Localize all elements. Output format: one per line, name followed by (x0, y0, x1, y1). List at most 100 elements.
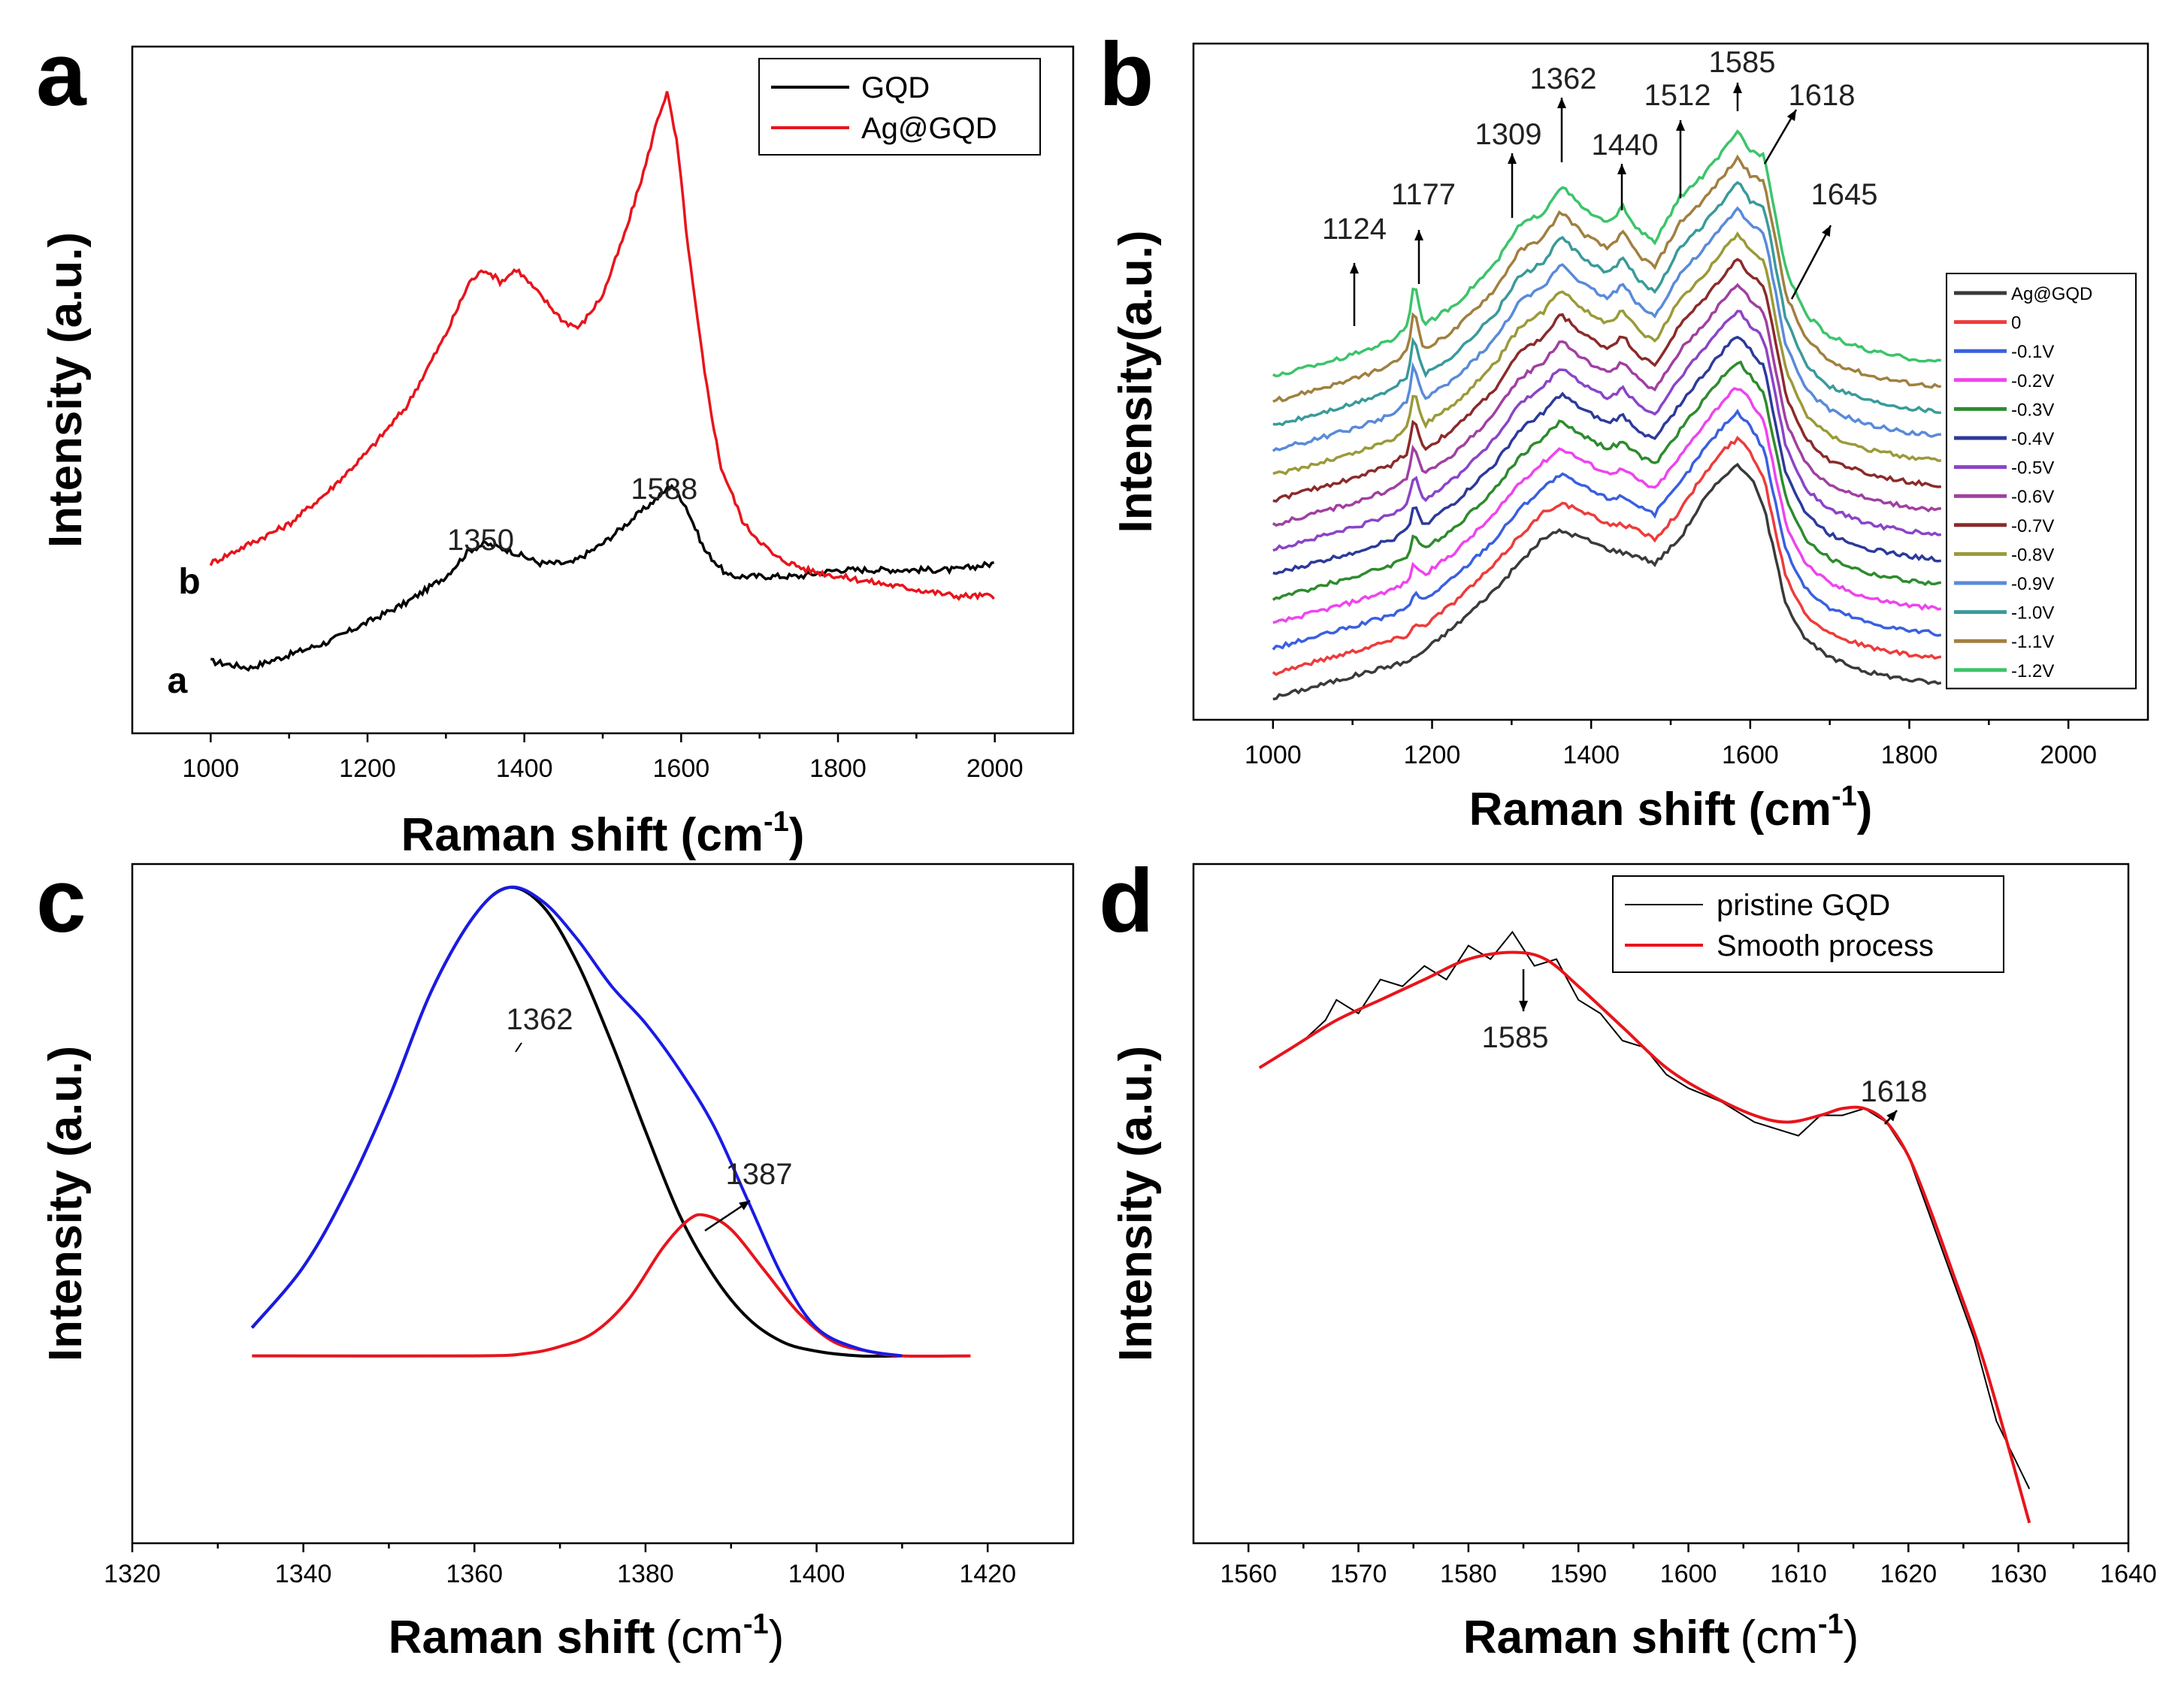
x-tick-label: 1400 (1562, 741, 1620, 769)
series-line-10 (1272, 206, 1941, 452)
peak-arrow-1512-head (1676, 120, 1685, 131)
x-tick-label: 1400 (788, 1560, 845, 1588)
legend-label: -0.9V (2011, 574, 2054, 594)
y-axis-title: Intensity (a.u.) (40, 232, 92, 548)
x-tick-label: 1340 (275, 1560, 332, 1588)
series-line-6 (1272, 310, 1942, 552)
x-axis-title-main: Raman shift (1463, 1612, 1730, 1663)
peak-arrow-1645-head (1822, 225, 1831, 237)
x-axis-title-sup: -1 (743, 1609, 769, 1640)
legend-label: Ag@GQD (861, 112, 997, 145)
peak-label-1362: 1362 (507, 1003, 573, 1036)
series-line-2 (1272, 408, 1942, 651)
x-axis-title-close: ) (769, 1612, 785, 1663)
series-line-ag-gqd (209, 91, 995, 601)
x-tick-label: 1800 (1881, 741, 1938, 769)
peak-label-1512: 1512 (1644, 79, 1711, 112)
x-axis-title-main: Raman shift (cm (401, 809, 764, 861)
series-line-0 (1272, 462, 1942, 701)
panel-a: 1000 1200 1400 1600 1800 2000 Raman shift (cm-… (40, 45, 1075, 861)
x-axis-title-close: ) (1857, 784, 1873, 835)
peak-arrow-1362-head (1557, 98, 1566, 108)
series-line-9 (1272, 231, 1941, 476)
peak-arrow-1618-head (1786, 110, 1796, 122)
x-tick-label: 1630 (1990, 1560, 2047, 1588)
legend-box (1946, 273, 2137, 690)
peak-arrow-1387-head (739, 1201, 750, 1210)
legend-label: Smooth process (1717, 929, 1934, 962)
panel-letter-c: c (36, 851, 86, 951)
series-line-5 (1272, 335, 1942, 576)
panel-d: 1560 1570 1580 1590 1600 1610 1620 1630 1640 Rama… (1110, 863, 2157, 1663)
legend-label: -1.1V (2011, 632, 2054, 652)
peak-label-1618: 1618 (1789, 79, 1856, 112)
series-line-3 (1272, 387, 1942, 624)
peak-arrow-1440-head (1617, 164, 1626, 174)
series-line-sum (250, 885, 903, 1358)
panel-letter-a: a (36, 24, 87, 125)
x-tick-label: 1800 (809, 754, 867, 783)
peak-arrow-1177-head (1414, 230, 1423, 240)
panel-letter-d: d (1099, 851, 1154, 951)
series-line-8 (1272, 258, 1941, 503)
x-tick-label: 1200 (339, 754, 396, 783)
x-tick-label: 1380 (617, 1560, 674, 1588)
x-tick-label: 1610 (1770, 1560, 1827, 1588)
series-line-smooth-process (1258, 950, 2031, 1524)
series-line-7 (1272, 283, 1941, 527)
x-axis-title: Raman shift (cm-1) (1463, 1609, 1859, 1663)
peak-arrow-1618-head (1886, 1110, 1897, 1122)
peak-label-1124: 1124 (1322, 213, 1387, 246)
peak-label-1585: 1585 (1482, 1021, 1549, 1054)
x-tick-label: 1560 (1220, 1560, 1277, 1588)
legend: Ag@GQD 0 -0.1V -0.2V -0.3V -0.4V -0.5V -0.6V -0.… (1946, 273, 2137, 690)
peak-label-1177: 1177 (1391, 178, 1456, 211)
peak-label-1585: 1585 (1709, 46, 1776, 79)
legend-label: -0.3V (2011, 400, 2054, 420)
x-tick-label: 1420 (959, 1560, 1016, 1588)
legend-label: 0 (2011, 313, 2021, 334)
legend-label: -0.6V (2011, 487, 2054, 507)
x-tick-label: 2000 (966, 754, 1024, 783)
x-axis-title-sup: -1 (1818, 1609, 1844, 1640)
y-axis-title: Intensity (a.u.) (40, 1046, 92, 1361)
peak-arrow-1585-head (1733, 83, 1742, 93)
legend-label: -1.2V (2011, 661, 2054, 681)
legend-label: -0.1V (2011, 342, 2054, 362)
series-line-12 (1272, 154, 1941, 403)
x-tick-label: 1600 (1722, 741, 1779, 769)
legend-label: pristine GQD (1717, 889, 1890, 922)
plot-frame (131, 863, 1075, 1545)
peak-label-1440: 1440 (1592, 128, 1659, 162)
peak-tick-1362 (515, 1042, 522, 1053)
y-axis-title: Intensity (a.u.) (1110, 1046, 1162, 1361)
legend: GQD Ag@GQD (758, 58, 1041, 156)
series-line-pristine-gqd (1259, 930, 2031, 1490)
x-axis-title-main: Raman shift (cm (1469, 784, 1832, 835)
legend-label: -1.0V (2011, 603, 2054, 624)
x-tick-label: 1640 (2100, 1560, 2157, 1588)
x-tick-label: 1400 (496, 754, 553, 783)
x-axis-title-sup: -1 (1832, 781, 1857, 812)
x-tick-label: 1200 (1404, 741, 1461, 769)
legend-label: -0.5V (2011, 458, 2054, 479)
x-tick-label: 1360 (446, 1560, 503, 1588)
x-axis-title-unit: (cm (1741, 1612, 1818, 1663)
legend-box (1612, 875, 2004, 973)
plot-frame (1192, 863, 2130, 1545)
legend-label: Ag@GQD (2011, 284, 2092, 304)
legend-label: -0.4V (2011, 429, 2054, 449)
x-tick-label: 1580 (1440, 1560, 1497, 1588)
legend-label: GQD (861, 71, 930, 104)
x-tick-label: 1570 (1330, 1560, 1387, 1588)
peak-label-1618: 1618 (1861, 1075, 1928, 1108)
peak-label-1387: 1387 (726, 1158, 793, 1191)
peak-arrow-1124-head (1350, 263, 1359, 273)
peak-label-1362: 1362 (1530, 62, 1597, 95)
x-axis-title-close: ) (789, 809, 805, 861)
legend-label: -0.7V (2011, 516, 2054, 536)
x-axis-title-main: Raman shift (389, 1612, 655, 1663)
peak-arrow-1585-head (1519, 1001, 1529, 1011)
